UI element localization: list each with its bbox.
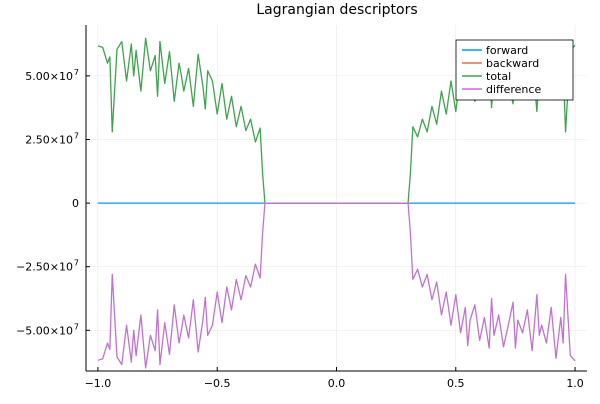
y-tick-label: 7−5.00×10 (16, 322, 79, 337)
chart-title: Lagrangian descriptors (256, 2, 417, 18)
y-tick-label: 7−2.50×10 (16, 259, 79, 274)
ticks-layer: −1.0 −0.5 0.0 0.5 1.075.00×1072.50×1007−2.50… (16, 68, 584, 390)
y-tick-base: 5.00×10 (25, 70, 73, 83)
x-tick-label: −1.0 (85, 377, 112, 390)
legend-label-backward: backward (486, 57, 539, 70)
x-tick-label: 0.5 (447, 377, 465, 390)
y-tick-exponent: 7 (74, 259, 79, 268)
x-tick-label: 1.0 (566, 377, 584, 390)
y-tick-base: −2.50×10 (16, 261, 73, 274)
y-tick-base: 2.50×10 (25, 133, 73, 146)
series-line-difference (97, 202, 576, 369)
y-tick-exponent: 7 (74, 131, 79, 140)
y-tick-label: 75.00×10 (25, 68, 79, 83)
y-tick-label: 0 (72, 197, 79, 210)
legend-label-forward: forward (486, 44, 528, 57)
x-tick-label: 0.0 (328, 377, 346, 390)
y-tick-base: −5.00×10 (16, 324, 73, 337)
y-tick-base: 0 (72, 197, 79, 210)
y-tick-exponent: 7 (74, 322, 79, 331)
legend-label-difference: difference (486, 83, 541, 96)
y-tick-exponent: 7 (74, 68, 79, 77)
legend-label-total: total (486, 70, 511, 83)
y-tick-label: 72.50×10 (25, 131, 79, 146)
x-tick-label: −0.5 (204, 377, 231, 390)
